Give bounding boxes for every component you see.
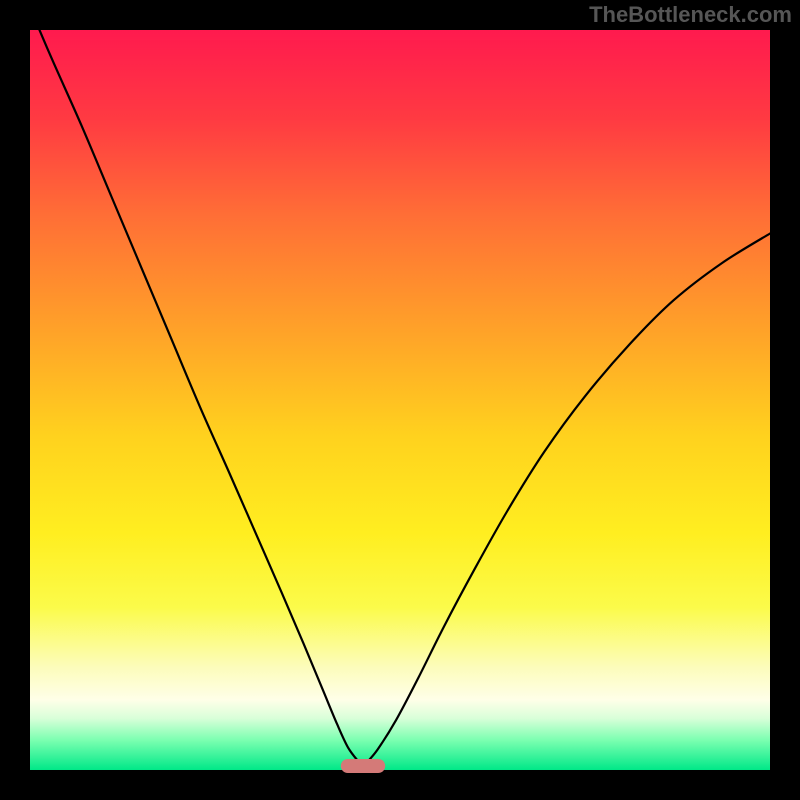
watermark-text: TheBottleneck.com: [589, 2, 792, 28]
minimum-marker: [341, 759, 385, 773]
chart-svg: [0, 0, 800, 800]
bottleneck-chart: TheBottleneck.com: [0, 0, 800, 800]
